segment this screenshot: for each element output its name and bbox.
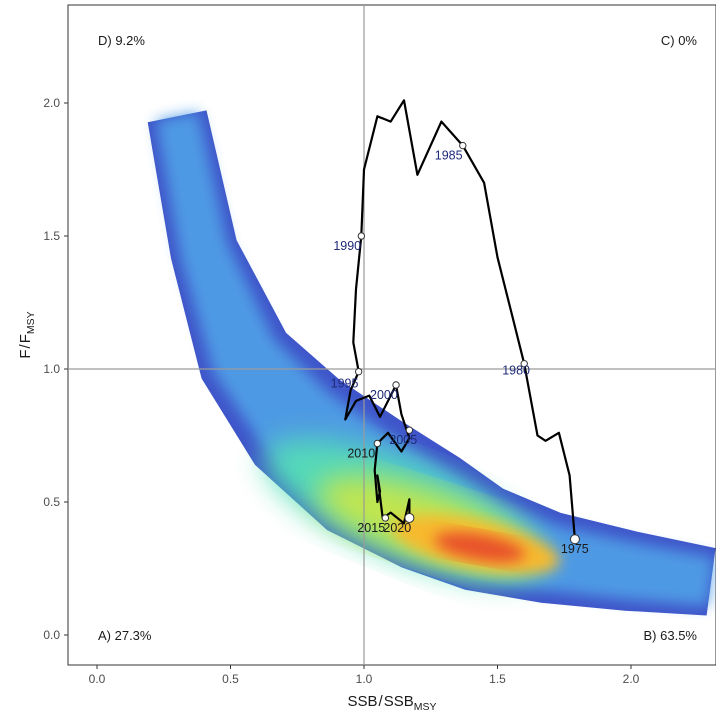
quadrant-label-c: C) 0% (661, 33, 698, 48)
y-axis-title: F/FMSY (17, 311, 37, 358)
year-point-1980 (520, 359, 528, 368)
x-axis: 0.0 0.5 1.0 1.5 2.0 (89, 665, 640, 686)
x-axis-title: SSB/SSBMSY (348, 693, 437, 713)
x-tick-label: 0.0 (89, 672, 106, 686)
year-label-2000: 2000 (370, 388, 398, 402)
y-axis: 0.0 0.5 1.0 1.5 2.0 (43, 96, 68, 642)
y-tick-label: 0.0 (43, 628, 60, 642)
year-point-2020 (404, 512, 415, 523)
year-label-2015: 2015 (357, 521, 385, 535)
y-tick-label: 0.5 (43, 495, 60, 509)
year-label-1975: 1975 (561, 542, 589, 556)
uncertainty-density (147, 110, 716, 616)
year-label-1985: 1985 (435, 149, 463, 163)
quadrant-label-b: B) 63.5% (644, 628, 698, 643)
y-tick-label: 2.0 (43, 96, 60, 110)
density-core-red (434, 532, 526, 563)
year-point-1985 (459, 141, 467, 150)
year-point-1990 (357, 232, 366, 240)
year-point-2010 (373, 439, 382, 448)
quadrant-label-d: D) 9.2% (98, 33, 145, 48)
year-label-2010: 2010 (347, 446, 375, 460)
x-tick-label: 1.0 (356, 672, 373, 686)
quadrant-label-a: A) 27.3% (98, 628, 152, 643)
year-label-2020: 2020 (383, 521, 411, 535)
x-tick-label: 2.0 (623, 672, 640, 686)
year-point-1975 (569, 534, 580, 545)
year-point-2015 (381, 514, 390, 522)
year-label-1980: 1980 (502, 364, 530, 378)
y-tick-label: 1.0 (43, 362, 60, 376)
x-tick-label: 1.5 (489, 672, 506, 686)
y-tick-label: 1.5 (43, 229, 60, 243)
trajectory-line (344, 99, 576, 540)
year-label-2005: 2005 (389, 433, 417, 447)
year-label-1990: 1990 (333, 239, 361, 253)
year-point-2005 (405, 426, 414, 434)
trajectory (344, 99, 576, 540)
year-point-2000 (392, 381, 400, 389)
year-point-1995 (354, 367, 363, 376)
year-label-1995: 1995 (331, 377, 359, 391)
x-tick-label: 0.5 (222, 672, 239, 686)
